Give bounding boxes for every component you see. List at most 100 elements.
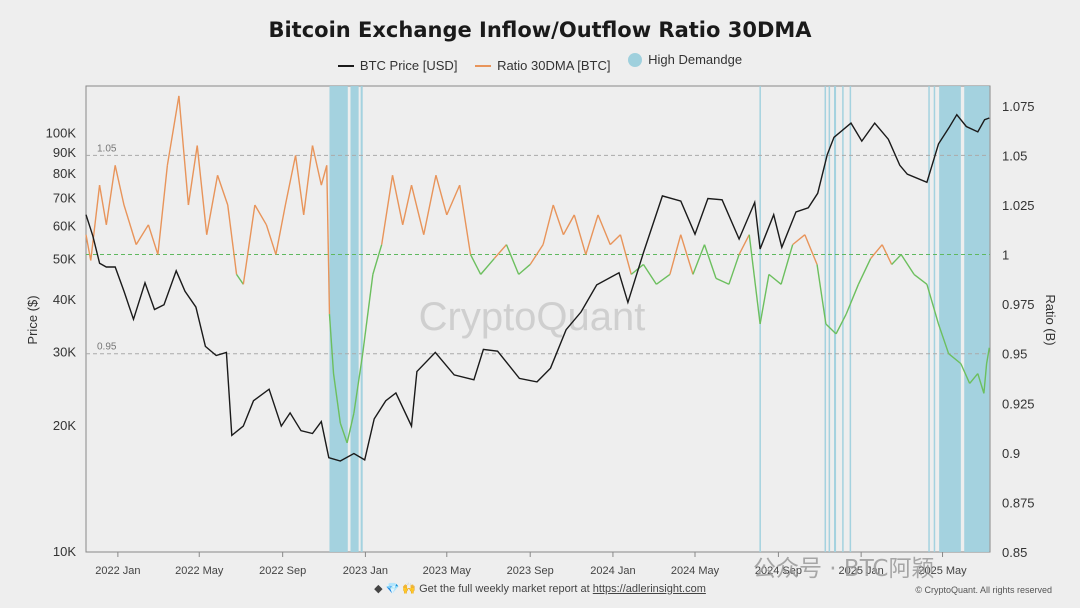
ratio-line-segment bbox=[227, 204, 238, 275]
ratio-line-segment bbox=[275, 204, 287, 255]
ratio-line-segment bbox=[458, 185, 472, 255]
x-tick-label: 2024 May bbox=[671, 565, 720, 577]
high-demand-band bbox=[928, 86, 930, 552]
ratio-line-segment bbox=[284, 155, 297, 206]
ratio-line-segment bbox=[845, 284, 860, 315]
legend-label-btc-price: BTC Price [USD] bbox=[359, 58, 458, 73]
ratio-line-segment bbox=[410, 184, 425, 235]
x-tick-label: 2024 Jan bbox=[590, 565, 635, 577]
ratio-line-segment bbox=[265, 224, 277, 255]
ratio-line-segment bbox=[642, 264, 657, 285]
y-left-tick-label: 30K bbox=[53, 344, 76, 359]
high-demand-band bbox=[849, 86, 852, 552]
ratio-line-segment bbox=[913, 273, 928, 285]
ratio-line-segment bbox=[804, 234, 818, 265]
y-left-tick-label: 20K bbox=[53, 418, 76, 433]
ratio-line-segment bbox=[402, 184, 413, 225]
ratio-line-segment bbox=[85, 234, 92, 261]
ratio-line-segment bbox=[926, 284, 940, 325]
ratio-line-segment bbox=[254, 204, 267, 226]
x-tick-label: 2022 Sep bbox=[259, 565, 306, 577]
high-demand-band bbox=[939, 86, 961, 552]
ratio-line-segment bbox=[937, 323, 950, 354]
y-right-tick-label: 0.85 bbox=[1002, 545, 1027, 560]
report-link[interactable]: https://adlerinsight.com bbox=[592, 583, 706, 595]
copyright-text: © CryptoQuant. All rights reserved bbox=[915, 585, 1052, 595]
ratio-line-segment bbox=[320, 165, 328, 186]
ratio-line-segment bbox=[552, 204, 565, 235]
legend-item-ratio[interactable]: Ratio 30DMA [BTC] bbox=[475, 58, 611, 73]
y-left-tick-label: 70K bbox=[53, 190, 76, 205]
ratio-line-segment bbox=[346, 413, 355, 444]
legend-swatch-btc-price bbox=[337, 64, 354, 67]
ratio-line-segment bbox=[977, 373, 985, 394]
ratio-line-segment bbox=[680, 234, 694, 275]
ratio-line-segment bbox=[692, 244, 706, 275]
ratio-line-segment bbox=[339, 422, 348, 444]
ratio-line-segment bbox=[857, 258, 872, 285]
y-left-tick-label: 80K bbox=[53, 166, 76, 181]
ratio-line-segment bbox=[759, 274, 770, 325]
y-left-axis-label: Price ($) bbox=[25, 295, 40, 344]
ratio-line-segment bbox=[983, 363, 988, 394]
y-right-tick-label: 1.075 bbox=[1002, 99, 1035, 114]
high-demand-band bbox=[360, 86, 363, 552]
ratio-line-segment bbox=[542, 204, 554, 245]
ratio-line-segment bbox=[825, 323, 837, 335]
ratio-line-segment bbox=[585, 214, 599, 255]
high-demand-band bbox=[964, 86, 990, 552]
report-footer: ◆ 💎 🙌 Get the full weekly market report … bbox=[0, 582, 1080, 595]
y-right-tick-label: 0.925 bbox=[1002, 396, 1035, 411]
ratio-line-segment bbox=[435, 175, 448, 216]
x-tick-label: 2022 Jan bbox=[95, 565, 140, 577]
ratio-line-segment bbox=[703, 244, 717, 279]
ratio-line-segment bbox=[960, 363, 971, 384]
ratio-line-segment bbox=[157, 165, 169, 255]
legend-label-ratio: Ratio 30DMA [BTC] bbox=[497, 58, 611, 73]
high-demand-band bbox=[834, 86, 837, 552]
ratio-line-segment bbox=[361, 274, 374, 354]
x-tick-label: 2023 Sep bbox=[507, 565, 554, 577]
x-tick-label: 2022 May bbox=[175, 565, 224, 577]
ratio-line-segment bbox=[748, 234, 761, 325]
y-left-tick-label: 60K bbox=[53, 218, 76, 233]
ratio-line-segment bbox=[353, 353, 364, 414]
chart-legend: BTC Price [USD] Ratio 30DMA [BTC] High D… bbox=[0, 52, 1080, 73]
y-right-tick-label: 1.025 bbox=[1002, 198, 1035, 213]
ratio-line-segment bbox=[391, 175, 404, 225]
ratio-line-segment bbox=[216, 175, 229, 206]
footer-icons: ◆ 💎 🙌 bbox=[374, 583, 417, 595]
ratio-line-segment bbox=[135, 224, 149, 246]
ratio-line-segment bbox=[302, 145, 314, 215]
reference-line-label: 0.95 bbox=[97, 342, 117, 353]
y-right-tick-label: 1.05 bbox=[1002, 148, 1027, 163]
ratio-line-segment bbox=[948, 353, 962, 365]
ratio-line-segment bbox=[332, 373, 342, 424]
high-demand-band bbox=[329, 86, 348, 552]
ratio-line-segment bbox=[597, 214, 611, 245]
ratio-line-segment bbox=[446, 184, 461, 216]
x-tick-label: 2023 Jan bbox=[343, 565, 388, 577]
ratio-line-segment bbox=[235, 273, 244, 285]
wechat-watermark: 公众号 · BTC阿颖 bbox=[753, 556, 935, 582]
legend-item-btc-price[interactable]: BTC Price [USD] bbox=[337, 58, 458, 73]
ratio-line-segment bbox=[206, 175, 219, 235]
btc-price-line bbox=[85, 113, 990, 462]
ratio-line-segment bbox=[311, 145, 323, 186]
ratio-line-segment bbox=[114, 165, 125, 206]
ratio-line-segment bbox=[816, 264, 827, 325]
ratio-line-segment bbox=[187, 145, 198, 206]
legend-label-high-demand: High Demandge bbox=[648, 52, 743, 67]
ratio-line-segment bbox=[147, 224, 159, 255]
ratio-line-segment bbox=[480, 258, 495, 275]
ratio-line-segment bbox=[242, 204, 256, 285]
ratio-line-segment bbox=[835, 313, 847, 335]
ratio-line-segment bbox=[105, 165, 116, 225]
ratio-line-segment bbox=[178, 95, 190, 206]
ratio-line-segment bbox=[380, 175, 394, 245]
x-tick-label: 2025 May bbox=[918, 565, 967, 577]
legend-item-high-demand[interactable]: High Demandge bbox=[628, 52, 742, 67]
ratio-line-segment bbox=[469, 254, 482, 275]
ratio-line-segment bbox=[326, 165, 331, 315]
